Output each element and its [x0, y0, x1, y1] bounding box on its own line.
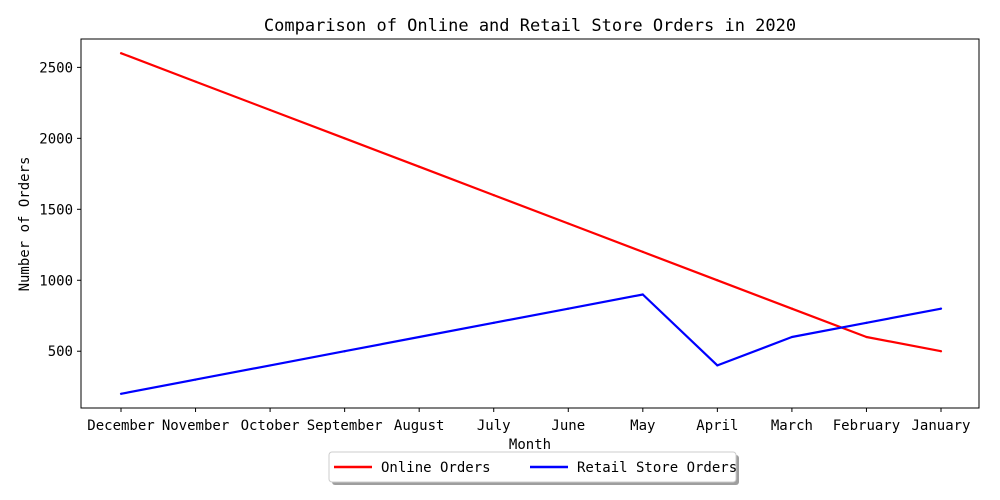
data-point-online-orders: [343, 137, 346, 140]
data-point-retail-store-orders: [418, 335, 421, 339]
data-point-online-orders: [492, 194, 495, 197]
plot-area-frame: [80, 38, 980, 409]
data-point-online-orders: [865, 335, 868, 339]
data-point-retail-store-orders: [567, 307, 570, 310]
data-point-retail-store-orders: [343, 350, 346, 353]
x-tick-label: November: [162, 418, 229, 434]
data-point-online-orders: [268, 108, 272, 112]
y-tick-label: 500: [48, 344, 73, 360]
data-point-online-orders: [641, 250, 644, 253]
legend-label: Retail Store Orders: [577, 460, 737, 476]
x-tick-label: March: [771, 418, 813, 434]
data-point-retail-store-orders: [790, 335, 794, 339]
data-point-retail-store-orders: [716, 364, 719, 367]
x-tick-label: August: [394, 418, 445, 434]
data-point-retail-store-orders: [939, 307, 943, 310]
x-tick-label: September: [307, 418, 383, 434]
x-tick-label: April: [696, 418, 738, 434]
y-tick-label: 1500: [39, 202, 73, 218]
data-point-retail-store-orders: [268, 364, 272, 367]
data-point-retail-store-orders: [119, 392, 123, 395]
y-tick-label: 1000: [39, 273, 73, 289]
series-lines: [119, 52, 943, 395]
x-axis-label: Month: [509, 437, 551, 453]
data-point-retail-store-orders: [194, 378, 197, 381]
data-point-online-orders: [716, 279, 719, 282]
data-point-online-orders: [567, 222, 570, 225]
data-point-retail-store-orders: [865, 321, 868, 324]
series-line-online-orders: [120, 52, 942, 353]
y-axis-ticks: 500 1000 1500 2000 2500: [39, 60, 81, 360]
data-point-retail-store-orders: [492, 321, 495, 324]
chart-title: Comparison of Online and Retail Store Or…: [264, 16, 796, 36]
data-point-online-orders: [939, 350, 943, 353]
data-point-online-orders: [194, 80, 197, 83]
x-tick-label: May: [630, 418, 655, 434]
y-tick-label: 2500: [39, 60, 73, 76]
legend-label: Online Orders: [381, 460, 491, 476]
data-point-online-orders: [418, 165, 421, 168]
data-point-retail-store-orders: [641, 293, 644, 296]
x-tick-label: July: [477, 418, 511, 434]
series-line-retail-store-orders: [120, 293, 942, 395]
x-axis-ticks: December November October September August Ju…: [87, 408, 971, 434]
legend: Online Orders Retail Store Orders: [328, 451, 739, 485]
y-tick-label: 2000: [39, 131, 73, 147]
data-point-online-orders: [790, 307, 794, 310]
x-tick-label: June: [551, 418, 585, 434]
x-tick-label: February: [833, 418, 900, 434]
data-point-online-orders: [119, 52, 123, 55]
x-tick-label: October: [241, 418, 300, 434]
x-tick-label: December: [87, 418, 154, 434]
x-tick-label: January: [911, 418, 970, 434]
y-axis-label: Number of Orders: [17, 157, 33, 292]
